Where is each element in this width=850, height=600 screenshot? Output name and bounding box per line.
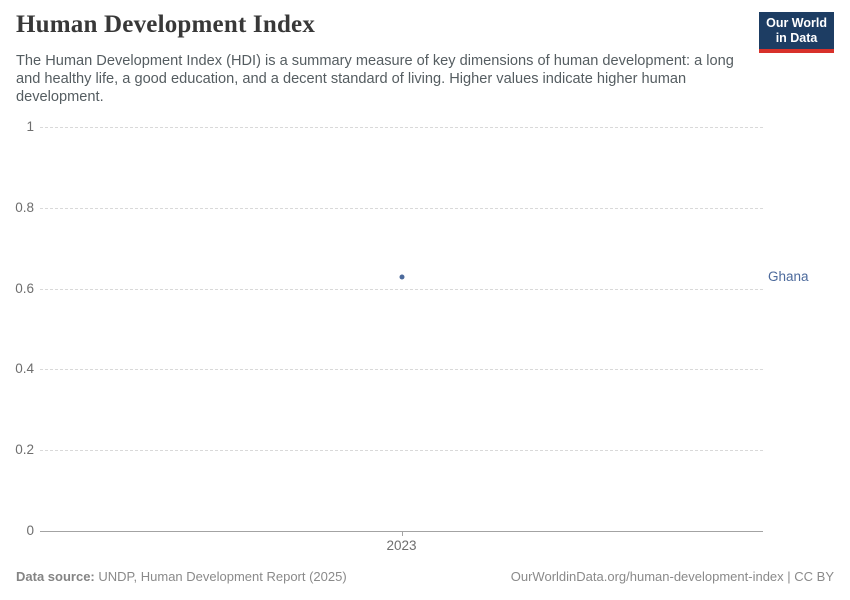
credit-link[interactable]: OurWorldinData.org/human-development-ind… bbox=[510, 569, 834, 584]
data-point[interactable] bbox=[399, 274, 404, 280]
chart-footer: Data source: UNDP, Human Development Rep… bbox=[16, 569, 834, 584]
y-tick-label: 0.2 bbox=[15, 442, 34, 458]
y-gridline bbox=[40, 207, 763, 209]
data-source-text: UNDP, Human Development Report (2025) bbox=[94, 569, 347, 584]
owid-logo-red-bar bbox=[759, 48, 834, 53]
owid-logo-box: Our World in Data bbox=[759, 12, 834, 49]
y-gridline bbox=[40, 127, 763, 128]
chart-subtitle: The Human Development Index (HDI) is a s… bbox=[16, 53, 734, 106]
page-title: Human Development Index bbox=[16, 11, 316, 38]
y-tick-label: 0.6 bbox=[15, 280, 34, 296]
y-tick-label: 0.4 bbox=[15, 361, 34, 377]
y-gridline bbox=[40, 369, 763, 371]
y-tick-label: 1 bbox=[26, 119, 34, 134]
owid-logo-line1: Our World bbox=[766, 16, 827, 30]
y-gridline bbox=[40, 450, 763, 452]
data-source-label: Data source: bbox=[16, 569, 95, 584]
y-tick-label: 0.8 bbox=[15, 199, 34, 215]
x-tick-mark bbox=[401, 531, 403, 536]
data-source-note: Data source: UNDP, Human Development Rep… bbox=[16, 569, 347, 584]
y-gridline bbox=[40, 288, 763, 290]
x-tick-label: 2023 bbox=[386, 538, 417, 553]
owid-logo[interactable]: Our World in Data bbox=[759, 12, 834, 53]
owid-logo-line2: in Data bbox=[775, 30, 818, 45]
entity-label[interactable]: Ghana bbox=[768, 269, 809, 285]
y-tick-label: 0 bbox=[26, 523, 34, 538]
